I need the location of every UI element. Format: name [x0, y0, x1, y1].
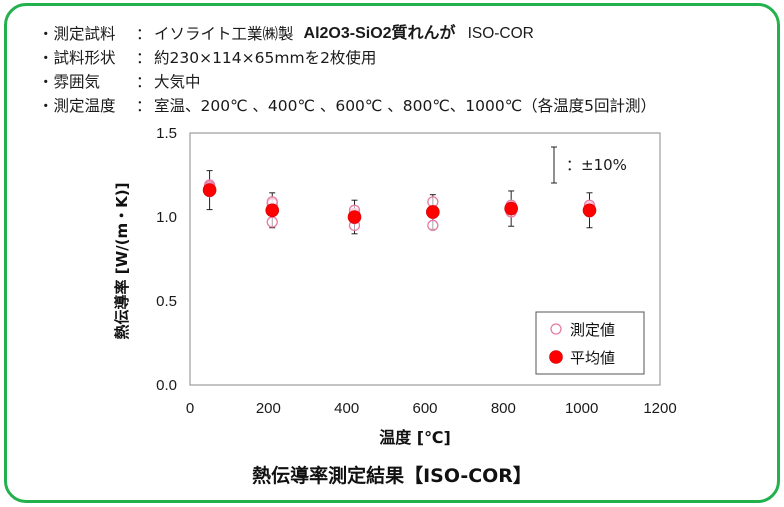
- condition-separator: ：: [136, 73, 152, 91]
- condition-separator: ：: [136, 97, 152, 115]
- y-tick-label: 1.0: [156, 209, 177, 226]
- condition-atmosphere: ・雰囲気 ： 大気中: [38, 70, 656, 94]
- average-point: [582, 203, 597, 218]
- condition-temperature: ・測定温度 ： 室温、200℃ 、400℃ 、600℃ 、800℃、1000℃（…: [38, 94, 656, 118]
- condition-value: 大気中: [154, 73, 201, 91]
- x-tick-label: 1000: [565, 400, 598, 417]
- condition-label: ・雰囲気: [38, 73, 101, 91]
- legend-average-label: 平均値: [570, 349, 615, 367]
- plot-area: [189, 132, 661, 386]
- condition-value: 室温、200℃ 、400℃ 、600℃ 、800℃、1000℃（各温度5回計測）: [154, 97, 656, 115]
- material-code: ISO-COR: [467, 25, 534, 42]
- average-point: [265, 203, 280, 218]
- legend-box: [535, 311, 645, 375]
- chart-caption: 熱伝導率測定結果【ISO-COR】: [252, 465, 532, 487]
- condition-label: ・試料形状: [38, 49, 116, 67]
- x-tick-label: 200: [256, 400, 281, 417]
- measured-point: [427, 219, 439, 232]
- x-tick-label: 0: [186, 400, 194, 417]
- material-name: Al2O3-SiO2質れんが: [303, 25, 456, 42]
- x-tick-label: 600: [412, 400, 437, 417]
- outer-frame: [4, 3, 780, 503]
- average-point: [347, 210, 362, 224]
- condition-separator: ：: [136, 25, 152, 43]
- legend-measured-marker: [550, 323, 562, 335]
- y-tick-label: 0.0: [156, 377, 177, 394]
- average-point: [202, 183, 217, 197]
- legend-average-marker: [549, 350, 563, 364]
- x-axis-label: 温度 [℃]: [378, 428, 451, 447]
- condition-value: 約230×114×65mmを2枚使用: [154, 49, 377, 67]
- x-tick-label: 1200: [643, 400, 676, 417]
- condition-sample: ・測定試料 ： イソライト工業㈱製 Al2O3-SiO2質れんが ISO-COR: [38, 22, 656, 46]
- condition-label: ・測定温度: [38, 97, 116, 115]
- x-tick-label: 800: [491, 400, 516, 417]
- legend-measured-label: 測定値: [570, 321, 615, 339]
- average-point: [504, 201, 518, 216]
- y-tick-label: 1.5: [156, 125, 177, 142]
- measurement-conditions: ・測定試料 ： イソライト工業㈱製 Al2O3-SiO2質れんが ISO-COR…: [38, 22, 656, 118]
- error-note-label: ：±10%: [566, 156, 627, 174]
- x-tick-label: 400: [334, 400, 359, 417]
- y-tick-label: 0.5: [156, 293, 177, 310]
- condition-shape: ・試料形状 ： 約230×114×65mmを2枚使用: [38, 46, 656, 70]
- average-point: [426, 205, 440, 219]
- measured-point: [266, 216, 278, 228]
- y-axis-label: 熱伝導率 [W/(m・K)]: [113, 183, 131, 340]
- condition-separator: ：: [136, 49, 152, 67]
- condition-label: ・測定試料: [38, 25, 116, 43]
- condition-value: イソライト工業㈱製: [154, 25, 294, 43]
